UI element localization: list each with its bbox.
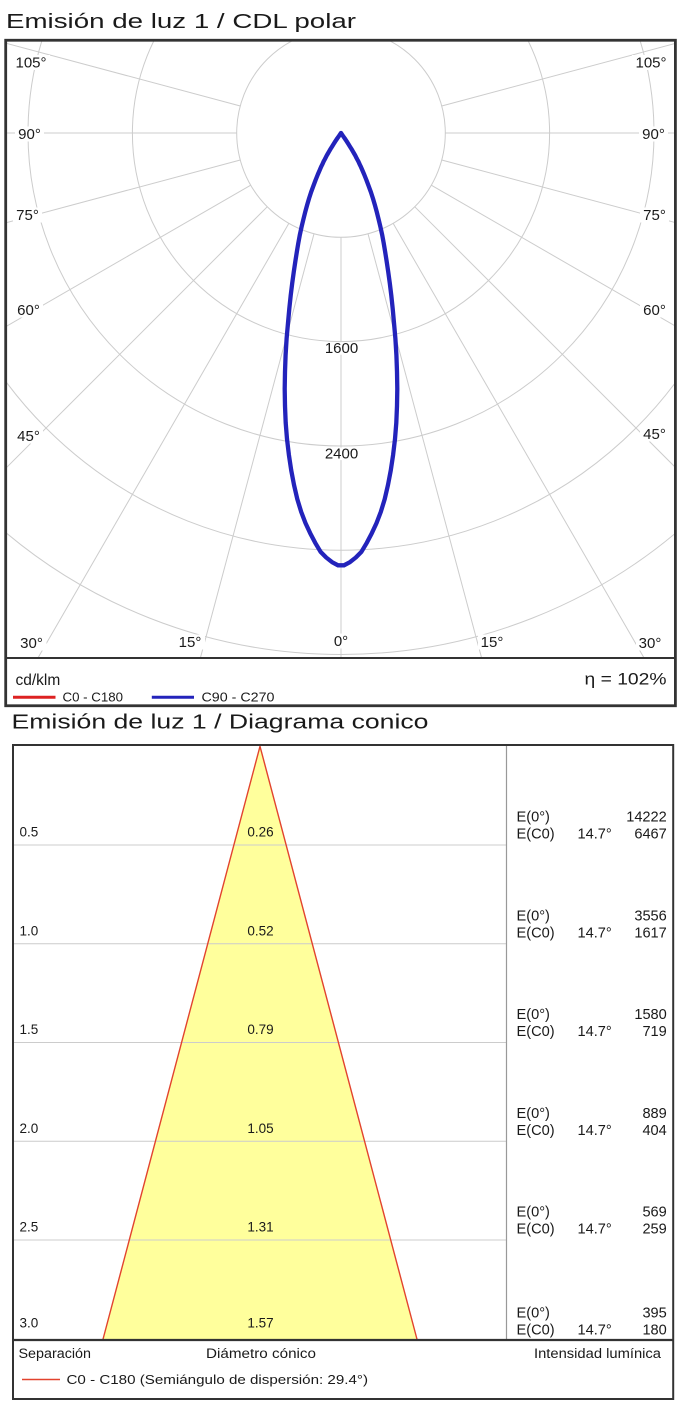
svg-text:889: 889 — [642, 1106, 666, 1122]
svg-text:Intensidad lumínica: Intensidad lumínica — [534, 1346, 662, 1361]
svg-text:14.7°: 14.7° — [578, 1024, 612, 1040]
svg-text:1.5: 1.5 — [20, 1022, 39, 1037]
svg-text:0.79: 0.79 — [247, 1022, 273, 1037]
svg-text:E(C0): E(C0) — [517, 1024, 555, 1040]
svg-text:105°: 105° — [635, 55, 666, 72]
svg-text:Emisión de luz 1 / Diagrama co: Emisión de luz 1 / Diagrama conico — [12, 711, 429, 734]
svg-text:0.26: 0.26 — [247, 825, 273, 840]
svg-text:E(0°): E(0°) — [517, 1205, 550, 1221]
svg-text:719: 719 — [642, 1024, 666, 1040]
svg-text:1600: 1600 — [325, 340, 358, 357]
svg-text:Emisión de luz 1 / CDL polar: Emisión de luz 1 / CDL polar — [6, 10, 356, 33]
svg-text:cd/klm: cd/klm — [16, 672, 61, 689]
svg-text:E(0°): E(0°) — [517, 1007, 550, 1023]
svg-text:E(C0): E(C0) — [517, 1323, 555, 1339]
svg-text:E(C0): E(C0) — [517, 925, 555, 941]
svg-text:75°: 75° — [16, 207, 39, 224]
svg-text:14.7°: 14.7° — [578, 1323, 612, 1339]
svg-text:60°: 60° — [643, 302, 666, 319]
svg-text:180: 180 — [642, 1323, 666, 1339]
svg-text:2.0: 2.0 — [20, 1121, 39, 1136]
svg-text:14.7°: 14.7° — [578, 827, 612, 843]
svg-text:259: 259 — [642, 1222, 666, 1238]
svg-text:3.0: 3.0 — [20, 1316, 39, 1331]
svg-text:404: 404 — [642, 1123, 666, 1139]
svg-text:569: 569 — [642, 1205, 666, 1221]
svg-text:1617: 1617 — [634, 925, 666, 941]
svg-text:30°: 30° — [20, 635, 43, 652]
svg-text:15°: 15° — [481, 634, 504, 651]
svg-text:E(C0): E(C0) — [517, 1123, 555, 1139]
svg-text:30°: 30° — [639, 635, 662, 652]
svg-text:η = 102%: η = 102% — [585, 671, 667, 689]
svg-text:3556: 3556 — [634, 908, 666, 924]
svg-text:1.0: 1.0 — [20, 923, 39, 938]
svg-text:C0 - C180: C0 - C180 — [63, 690, 124, 705]
svg-text:0.52: 0.52 — [247, 923, 273, 938]
svg-text:105°: 105° — [15, 55, 46, 72]
svg-text:0.5: 0.5 — [20, 825, 39, 840]
svg-text:75°: 75° — [643, 207, 666, 224]
svg-text:E(C0): E(C0) — [517, 827, 555, 843]
svg-text:6467: 6467 — [634, 827, 666, 843]
svg-text:1580: 1580 — [634, 1007, 666, 1023]
svg-text:E(0°): E(0°) — [517, 1306, 550, 1322]
svg-text:1.31: 1.31 — [247, 1220, 273, 1235]
svg-text:0°: 0° — [334, 633, 348, 650]
svg-text:E(0°): E(0°) — [517, 1106, 550, 1122]
svg-text:90°: 90° — [642, 126, 665, 143]
svg-text:2.5: 2.5 — [20, 1220, 39, 1235]
svg-text:C90 - C270: C90 - C270 — [202, 690, 275, 705]
svg-text:60°: 60° — [17, 302, 40, 319]
svg-text:45°: 45° — [643, 426, 666, 443]
svg-text:90°: 90° — [18, 126, 41, 143]
svg-text:45°: 45° — [17, 428, 40, 445]
svg-text:E(0°): E(0°) — [517, 908, 550, 924]
svg-text:E(C0): E(C0) — [517, 1222, 555, 1238]
svg-text:2400: 2400 — [325, 445, 358, 462]
svg-text:14222: 14222 — [626, 810, 667, 826]
svg-text:15°: 15° — [179, 634, 202, 651]
svg-text:14.7°: 14.7° — [578, 1222, 612, 1238]
svg-text:14.7°: 14.7° — [578, 925, 612, 941]
svg-text:14.7°: 14.7° — [578, 1123, 612, 1139]
svg-text:E(0°): E(0°) — [517, 810, 550, 826]
svg-text:1.05: 1.05 — [247, 1121, 273, 1136]
svg-text:C0 - C180 (Semiángulo de dispe: C0 - C180 (Semiángulo de dispersión: 29.… — [67, 1372, 369, 1387]
svg-text:Separación: Separación — [19, 1346, 92, 1361]
svg-text:395: 395 — [642, 1306, 666, 1322]
svg-text:Diámetro cónico: Diámetro cónico — [206, 1346, 316, 1361]
svg-text:1.57: 1.57 — [247, 1316, 273, 1331]
